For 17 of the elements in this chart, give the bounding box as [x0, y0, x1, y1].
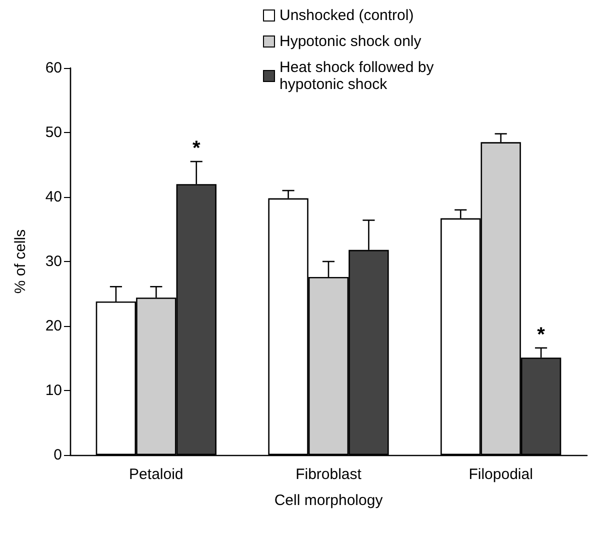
x-axis-title: Cell morphology — [274, 492, 384, 509]
y-tick-label: 30 — [45, 253, 62, 270]
y-tick-label: 50 — [45, 124, 62, 141]
y-tick-label: 20 — [45, 318, 62, 334]
y-tick-label: 10 — [45, 382, 62, 399]
data-label: * — [192, 138, 200, 160]
y-tick-label: 0 — [54, 446, 62, 464]
data-label: * — [537, 324, 546, 346]
legend-label: Heat shock followed by hypotonic shock — [280, 59, 438, 93]
legend-label: Hypotonic shock only — [280, 33, 422, 50]
y-axis-title: % of cells — [12, 229, 29, 294]
y-tick-label: 40 — [45, 188, 62, 206]
legend-label: Unshocked (control) — [280, 7, 414, 24]
x-tick-label: Filopodial — [468, 466, 533, 483]
y-tick-label: 60 — [45, 60, 62, 76]
x-tick-label: Petaloid — [129, 466, 184, 483]
x-tick-label: Fibroblast — [296, 466, 362, 483]
